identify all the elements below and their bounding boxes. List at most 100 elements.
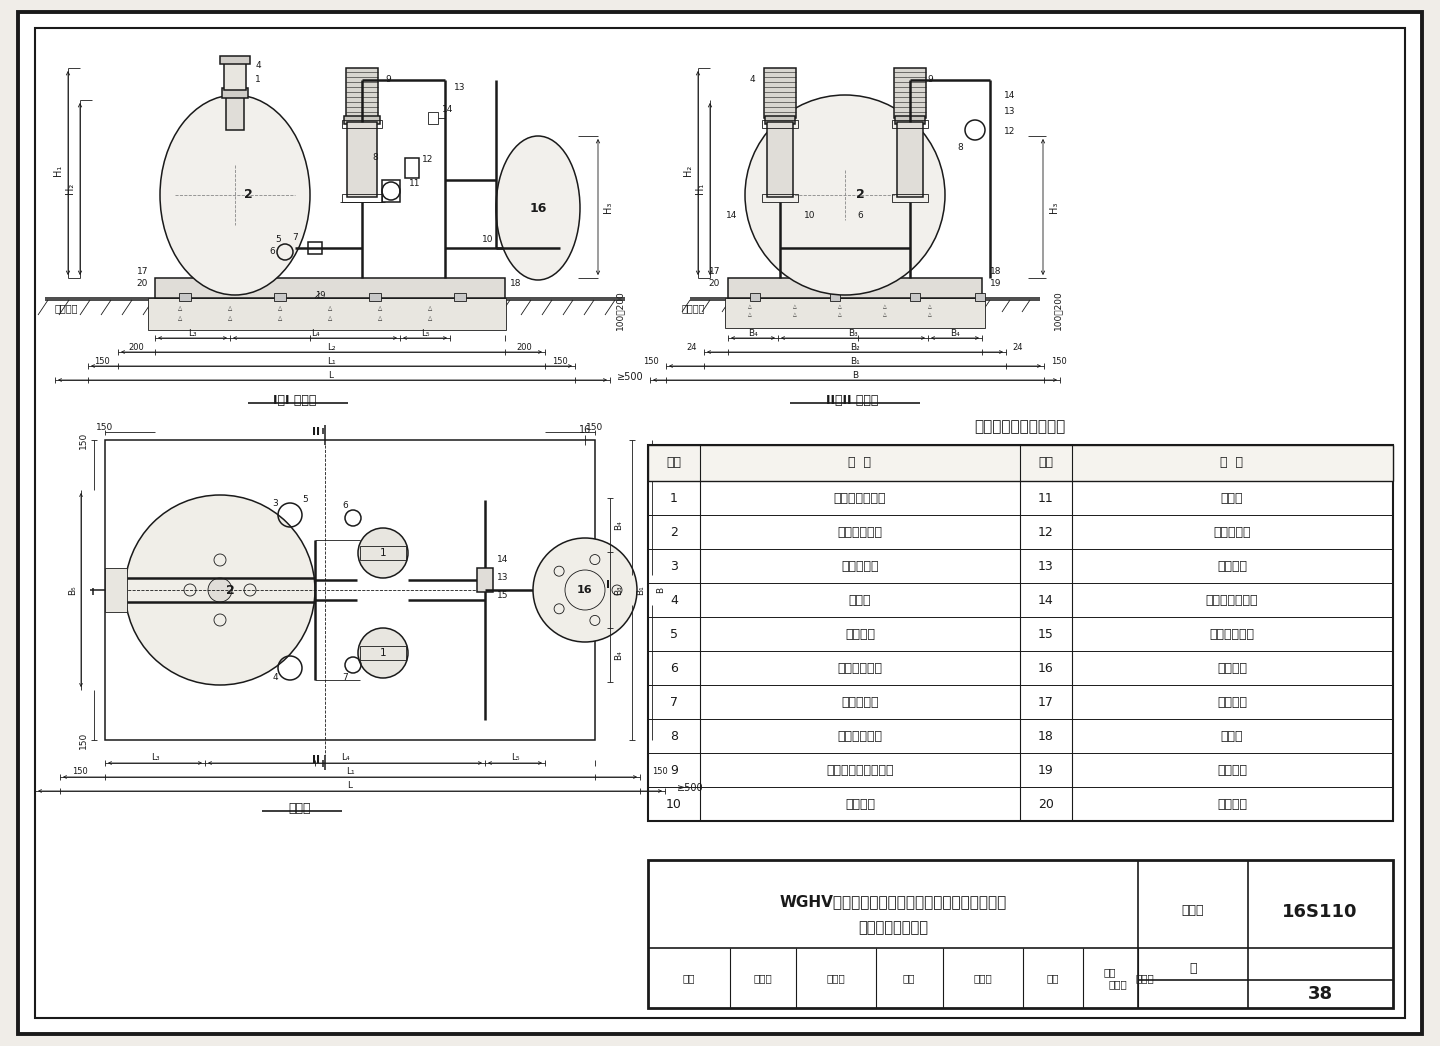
Bar bbox=[648, 445, 1392, 481]
Text: 20: 20 bbox=[1038, 797, 1054, 811]
Text: △: △ bbox=[328, 305, 333, 311]
Text: △: △ bbox=[278, 316, 282, 320]
Text: 10: 10 bbox=[482, 235, 494, 245]
Bar bbox=[454, 293, 467, 301]
Text: 16: 16 bbox=[1038, 661, 1054, 675]
Text: ≥500: ≥500 bbox=[616, 372, 644, 382]
Text: H₁: H₁ bbox=[53, 164, 63, 176]
Text: 15: 15 bbox=[1038, 628, 1054, 640]
Text: 出水总管: 出水总管 bbox=[1217, 560, 1247, 572]
Text: 2: 2 bbox=[226, 584, 235, 596]
Text: 吸水总管: 吸水总管 bbox=[845, 628, 876, 640]
Text: 150: 150 bbox=[79, 431, 88, 449]
Text: 7: 7 bbox=[670, 696, 678, 708]
Circle shape bbox=[533, 538, 636, 642]
Text: 24: 24 bbox=[687, 342, 697, 351]
Text: B₁: B₁ bbox=[850, 357, 860, 365]
Text: L₄: L₄ bbox=[341, 752, 350, 761]
Text: △: △ bbox=[793, 304, 796, 310]
Text: △: △ bbox=[278, 305, 282, 311]
Text: 150: 150 bbox=[96, 424, 114, 432]
Text: 14: 14 bbox=[497, 555, 508, 565]
Text: △: △ bbox=[793, 313, 796, 318]
Ellipse shape bbox=[160, 95, 310, 295]
Text: 不锈钢稳流罐: 不锈钢稳流罐 bbox=[838, 525, 883, 539]
Circle shape bbox=[359, 628, 408, 678]
Text: II: II bbox=[312, 755, 320, 765]
Text: 吸水管阀门: 吸水管阀门 bbox=[841, 696, 878, 708]
Text: 6: 6 bbox=[670, 661, 678, 675]
Text: 19: 19 bbox=[991, 278, 1001, 288]
Bar bbox=[148, 298, 505, 329]
Text: 出水管阀门: 出水管阀门 bbox=[1214, 525, 1251, 539]
Text: H₃: H₃ bbox=[603, 201, 613, 212]
Text: 4: 4 bbox=[255, 61, 261, 69]
Circle shape bbox=[359, 528, 408, 578]
Text: 1: 1 bbox=[255, 75, 261, 85]
Bar bbox=[768, 122, 793, 197]
Text: 图集号: 图集号 bbox=[1182, 904, 1204, 916]
Text: 3: 3 bbox=[272, 499, 278, 507]
Text: △: △ bbox=[228, 316, 232, 320]
Text: L₁: L₁ bbox=[346, 767, 354, 775]
Text: 11: 11 bbox=[1038, 492, 1054, 504]
Bar bbox=[369, 293, 382, 301]
Bar bbox=[346, 68, 377, 118]
Bar bbox=[156, 278, 505, 298]
Text: 150: 150 bbox=[652, 767, 668, 775]
Text: 200: 200 bbox=[516, 342, 531, 351]
Text: 罗定元: 罗定元 bbox=[753, 973, 772, 983]
Bar bbox=[222, 88, 248, 98]
Text: 6: 6 bbox=[857, 210, 863, 220]
Text: 吸水管压力表: 吸水管压力表 bbox=[838, 661, 883, 675]
Text: L₅: L₅ bbox=[511, 752, 520, 761]
Text: 2: 2 bbox=[670, 525, 678, 539]
Text: 1: 1 bbox=[380, 649, 386, 658]
Text: L₃: L₃ bbox=[151, 752, 160, 761]
Text: △: △ bbox=[428, 316, 432, 320]
Bar bbox=[891, 120, 927, 128]
Text: I－I 剖视图: I－I 剖视图 bbox=[274, 393, 317, 407]
Text: 出水管压力表: 出水管压力表 bbox=[1210, 628, 1254, 640]
Bar bbox=[274, 293, 287, 301]
Text: △: △ bbox=[179, 316, 181, 320]
Bar bbox=[910, 293, 920, 301]
Text: 审核: 审核 bbox=[683, 973, 696, 983]
Text: 4: 4 bbox=[749, 75, 755, 85]
Text: 16S110: 16S110 bbox=[1282, 903, 1358, 920]
Text: 气压水罐: 气压水罐 bbox=[1217, 661, 1247, 675]
Text: △: △ bbox=[179, 305, 181, 311]
Text: 9: 9 bbox=[927, 75, 933, 85]
Bar bbox=[343, 194, 382, 202]
Text: 1: 1 bbox=[380, 548, 386, 558]
Text: 王启帅: 王启帅 bbox=[1136, 973, 1155, 983]
Bar bbox=[405, 158, 419, 178]
Text: 16: 16 bbox=[530, 202, 547, 214]
Bar bbox=[347, 122, 377, 197]
Bar bbox=[750, 293, 760, 301]
Text: 14: 14 bbox=[1004, 91, 1015, 99]
Text: △: △ bbox=[428, 305, 432, 311]
Text: B: B bbox=[852, 370, 858, 380]
Text: 11: 11 bbox=[409, 179, 420, 187]
Bar bbox=[344, 116, 380, 124]
Text: 100～200: 100～200 bbox=[615, 290, 625, 329]
Text: L: L bbox=[328, 370, 334, 380]
Text: 编号: 编号 bbox=[667, 456, 681, 470]
Text: 150: 150 bbox=[644, 357, 660, 365]
Bar bbox=[648, 860, 1392, 1008]
Text: 真空抑制器: 真空抑制器 bbox=[841, 560, 878, 572]
Text: 150: 150 bbox=[1051, 357, 1067, 365]
Text: 12: 12 bbox=[422, 156, 433, 164]
Text: 6: 6 bbox=[343, 501, 348, 510]
Text: △: △ bbox=[328, 316, 333, 320]
Circle shape bbox=[207, 578, 232, 602]
Text: 150: 150 bbox=[72, 767, 88, 775]
Text: 设备部件及安装名称表: 设备部件及安装名称表 bbox=[975, 419, 1066, 434]
Text: 150: 150 bbox=[552, 357, 567, 365]
Text: B: B bbox=[657, 587, 665, 593]
Text: 16: 16 bbox=[577, 585, 593, 595]
Text: 9: 9 bbox=[670, 764, 678, 776]
Bar bbox=[226, 95, 243, 130]
Text: 14: 14 bbox=[726, 210, 737, 220]
